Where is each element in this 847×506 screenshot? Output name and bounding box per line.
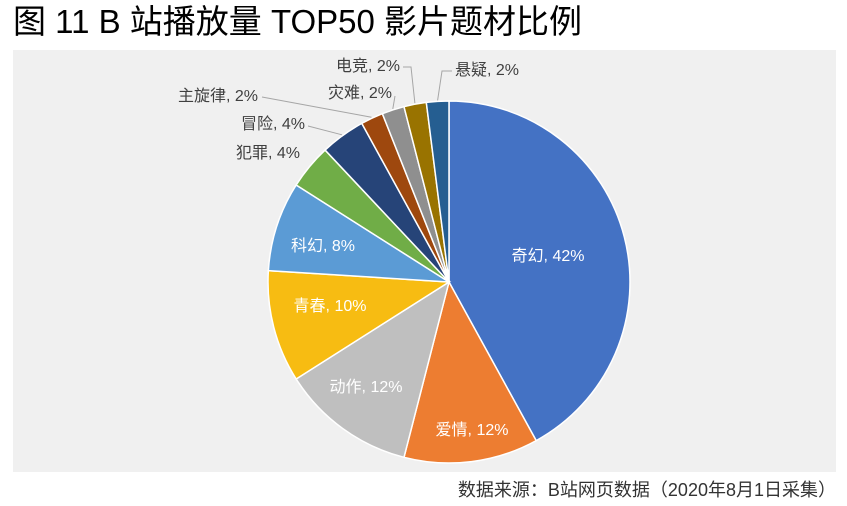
- leader-line-11: [437, 70, 452, 101]
- data-label-11: 悬疑, 2%: [455, 61, 519, 79]
- data-label-value: 42%: [552, 248, 584, 265]
- leader-lines: [261, 66, 452, 136]
- data-label-category: 主旋律: [178, 87, 226, 105]
- data-label-value: 8%: [332, 238, 355, 255]
- data-label-4: 青春, 10%: [294, 297, 367, 315]
- data-label-2: 爱情, 12%: [436, 421, 509, 439]
- data-label-value: 2%: [496, 62, 519, 79]
- data-label-3: 动作, 12%: [330, 378, 403, 396]
- data-label-value: 10%: [334, 298, 366, 315]
- leader-line-8: [261, 96, 372, 118]
- leader-line-7: [307, 125, 343, 136]
- data-label-category: 犯罪: [236, 144, 268, 162]
- data-label-7: 冒险, 4%: [241, 115, 305, 133]
- data-label-10: 电竞, 2%: [336, 57, 400, 75]
- pie-slice-4: [267, 269, 452, 381]
- data-label-value: 12%: [476, 422, 508, 439]
- data-label-category: 悬疑: [455, 61, 487, 79]
- data-label-value: 2%: [377, 58, 400, 75]
- data-label-category: 奇幻: [512, 247, 544, 265]
- data-labels: 奇幻, 42% 爱情, 12% 动作, 12% 青春, 10% 科幻, 8% 犯罪, 4%…: [178, 57, 585, 439]
- data-label-category: 灾难: [328, 84, 360, 102]
- data-label-category: 爱情: [436, 421, 468, 439]
- leader-line-9: [392, 95, 396, 109]
- data-label-category: 科幻: [291, 237, 323, 255]
- source-note: 数据来源：B站网页数据（2020年8月1日采集）: [457, 480, 836, 500]
- data-label-category: 动作: [330, 378, 362, 396]
- pie-slice-1: [448, 100, 631, 442]
- data-label-9: 灾难, 2%: [328, 84, 392, 102]
- data-label-1: 奇幻, 42%: [512, 247, 585, 265]
- pie-chart: 奇幻, 42% 爱情, 12% 动作, 12% 青春, 10% 科幻, 8% 犯罪, 4%…: [178, 57, 631, 464]
- data-label-8: 主旋律, 2%: [178, 87, 258, 105]
- chart-area: 奇幻, 42% 爱情, 12% 动作, 12% 青春, 10% 科幻, 8% 犯罪, 4%…: [13, 50, 836, 472]
- pie-slices: [267, 100, 631, 464]
- pie-slice-2: [403, 279, 538, 464]
- data-label-value: 4%: [277, 145, 300, 162]
- data-label-value: 2%: [235, 88, 258, 105]
- chart-title: 图 11 B 站播放量 TOP50 影片题材比例: [13, 3, 583, 40]
- data-label-category: 电竞: [336, 57, 368, 75]
- data-label-5: 科幻, 8%: [291, 237, 355, 255]
- data-label-value: 2%: [369, 85, 392, 102]
- data-label-6: 犯罪, 4%: [236, 144, 300, 162]
- pie-slice-3: [295, 280, 451, 459]
- data-label-value: 4%: [282, 116, 305, 133]
- data-label-category: 青春: [294, 297, 326, 315]
- leader-line-10: [403, 66, 416, 104]
- pie-slice-5: [267, 183, 450, 283]
- data-label-category: 冒险: [241, 115, 273, 133]
- pie-slice-11: [425, 100, 450, 283]
- data-label-value: 12%: [370, 379, 402, 396]
